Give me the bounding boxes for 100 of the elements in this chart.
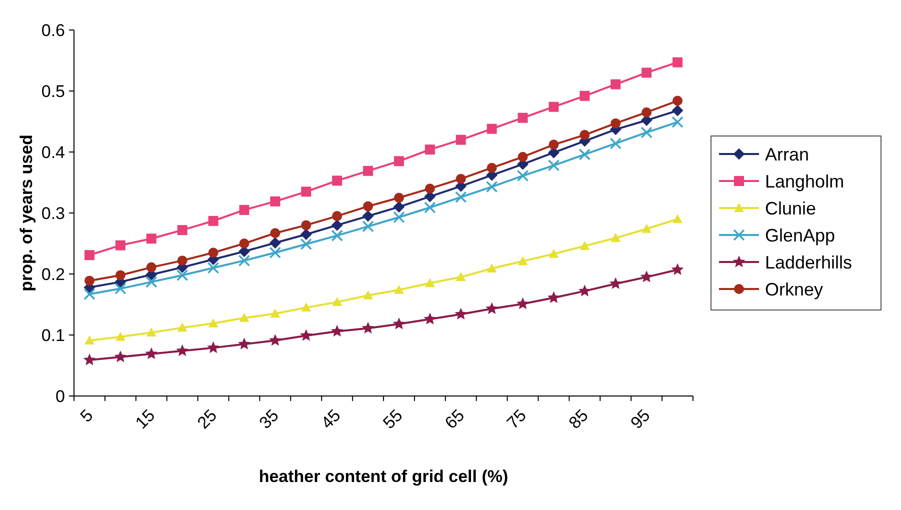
x-tick-label: 75 [503, 406, 530, 433]
point [394, 156, 404, 166]
x-tick-label: 15 [132, 406, 159, 433]
y-tick-label: 0.3 [41, 204, 65, 223]
point [239, 312, 250, 322]
point [454, 191, 467, 204]
x-tick-label: 45 [318, 406, 344, 433]
point [114, 282, 126, 295]
point [84, 276, 94, 286]
point [518, 152, 528, 162]
point [146, 234, 156, 244]
y-tick-label: 0 [56, 386, 65, 406]
point [548, 102, 559, 112]
x-tick-label: 55 [379, 406, 406, 433]
point [270, 196, 280, 206]
point [456, 134, 466, 145]
point [330, 324, 344, 337]
x-tick-label: 35 [256, 406, 282, 433]
y-tick-label: 0.6 [41, 20, 65, 40]
point [208, 248, 218, 258]
point [642, 107, 652, 118]
point [672, 96, 683, 106]
point [672, 214, 683, 224]
point [177, 225, 188, 236]
point [578, 148, 591, 160]
point [548, 160, 560, 172]
point [114, 350, 127, 362]
point [363, 290, 374, 300]
point [84, 288, 96, 300]
legend-label: Arran [765, 144, 810, 164]
point [332, 211, 342, 222]
y-tick-label: 0.5 [41, 82, 65, 101]
point [392, 318, 406, 330]
point [486, 124, 497, 134]
point [208, 216, 218, 226]
point [610, 233, 621, 242]
point [518, 112, 528, 123]
point [145, 347, 158, 360]
point [672, 116, 684, 128]
y-tick-label: 0.1 [41, 326, 65, 345]
point [424, 144, 435, 155]
point [424, 312, 436, 324]
point [301, 302, 312, 312]
point [516, 170, 529, 182]
y-tick-label: 0.4 [41, 142, 65, 162]
point [239, 238, 250, 248]
point [548, 291, 560, 304]
y-tick-label: 0.2 [41, 264, 65, 284]
legend-label: Clunie [765, 198, 816, 218]
point [115, 332, 126, 341]
point [331, 230, 343, 242]
point [301, 220, 312, 230]
point [145, 276, 158, 288]
point [454, 308, 468, 320]
legend-label: Ladderhills [765, 252, 852, 272]
point [176, 344, 189, 356]
point [332, 297, 342, 306]
point [610, 118, 621, 128]
point [516, 297, 529, 310]
point [268, 334, 282, 346]
point [363, 166, 374, 176]
point [642, 68, 652, 78]
point [177, 256, 188, 266]
point [394, 192, 404, 203]
point [609, 277, 622, 290]
point [424, 278, 435, 288]
point [269, 246, 282, 259]
legend-label: GlenApp [765, 225, 836, 246]
point [580, 90, 590, 101]
point [363, 201, 374, 212]
point [208, 318, 218, 328]
point [393, 211, 405, 224]
point [300, 228, 312, 240]
x-axis-title: heather content of grid cell (%) [258, 467, 508, 486]
point [146, 328, 156, 337]
point [177, 322, 188, 332]
point [362, 322, 374, 334]
point [486, 264, 497, 273]
point [580, 240, 590, 250]
point [239, 204, 250, 215]
point [238, 338, 250, 350]
point [393, 201, 404, 212]
point [610, 138, 622, 150]
point [640, 270, 653, 282]
x-tick-label: 95 [627, 406, 654, 433]
point [456, 174, 466, 184]
x-tick-label: 25 [194, 406, 221, 433]
point [207, 262, 220, 274]
point [84, 250, 94, 260]
point [548, 140, 559, 150]
point [486, 302, 498, 314]
point [115, 240, 126, 250]
point [394, 284, 404, 294]
point [672, 57, 683, 68]
point [301, 186, 312, 197]
point [207, 341, 220, 354]
point [486, 162, 497, 173]
point [640, 126, 652, 138]
point [486, 180, 498, 193]
point [115, 270, 126, 280]
